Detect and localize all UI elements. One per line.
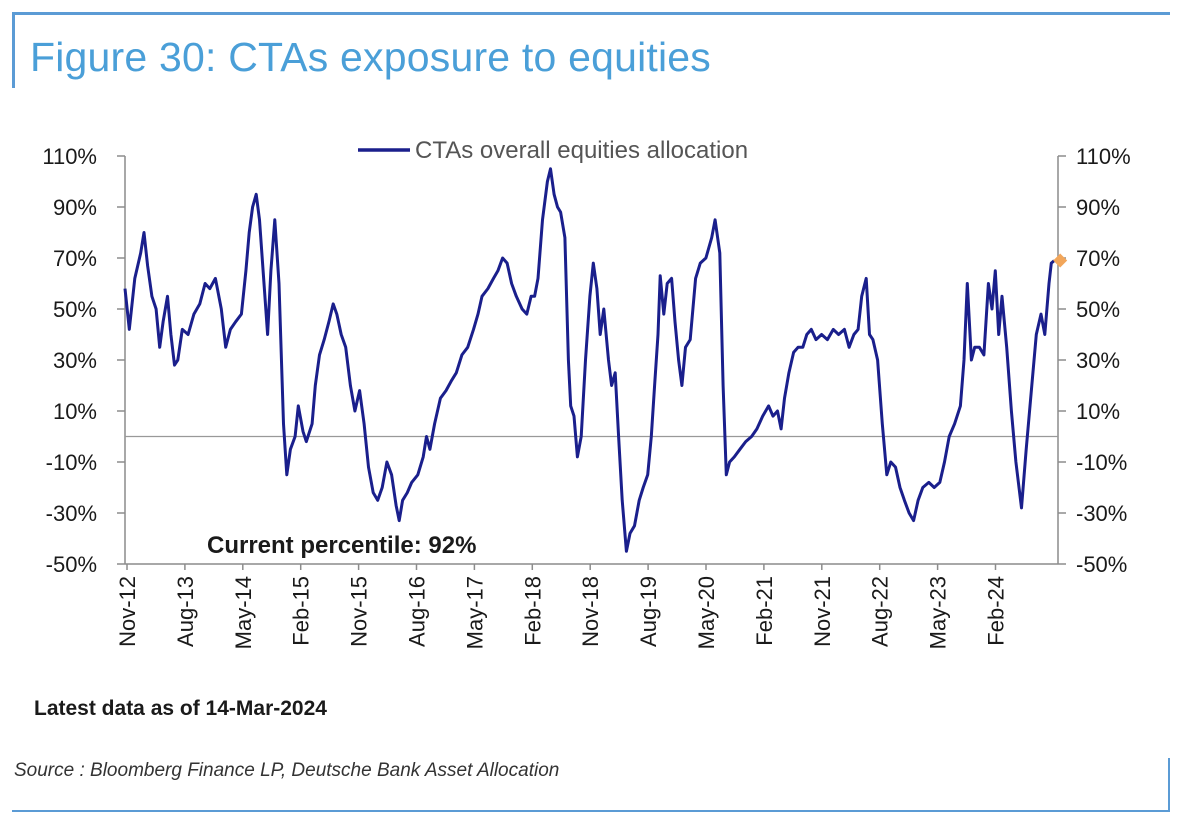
y-tick-label-right: 110% xyxy=(1076,144,1131,169)
y-tick-label-left: 110% xyxy=(42,144,97,169)
source-note: Source : Bloomberg Finance LP, Deutsche … xyxy=(14,760,560,781)
y-tick-label-right: -50% xyxy=(1076,552,1127,577)
y-tick-label-left: 70% xyxy=(53,246,97,271)
y-tick-label-right: -30% xyxy=(1076,501,1127,526)
x-tick-label: Nov-21 xyxy=(810,576,835,647)
figure-title: Figure 30: CTAs exposure to equities xyxy=(30,34,711,80)
frame-top-border xyxy=(12,12,1170,15)
y-tick-label-right: 70% xyxy=(1076,246,1120,271)
x-tick-label: Feb-15 xyxy=(289,576,314,646)
legend-label: CTAs overall equities allocation xyxy=(415,137,748,164)
y-tick-label-left: 30% xyxy=(53,348,97,373)
x-tick-label: Feb-24 xyxy=(984,576,1009,646)
frame-bottom-border xyxy=(12,810,1170,812)
x-tick-label: Aug-19 xyxy=(636,576,661,647)
frame-left-border xyxy=(12,12,15,88)
x-tick-label: Nov-18 xyxy=(578,576,603,647)
y-tick-label-right: 90% xyxy=(1076,195,1120,220)
x-tick-label: Feb-21 xyxy=(752,576,777,646)
x-tick-label: Nov-15 xyxy=(347,576,372,647)
series-line-ctas-allocation xyxy=(123,167,1056,553)
y-tick-label-right: 30% xyxy=(1076,348,1120,373)
current-percentile-annotation: Current percentile: 92% xyxy=(207,532,476,559)
y-tick-label-left: 10% xyxy=(53,399,97,424)
y-tick-label-right: 10% xyxy=(1076,399,1120,424)
y-tick-label-right: -10% xyxy=(1076,450,1127,475)
x-tick-label: Aug-22 xyxy=(868,576,893,647)
latest-point-marker xyxy=(1053,253,1068,268)
x-tick-label: May-17 xyxy=(462,576,487,649)
line-chart: 110% 90% 70% 50% 30% 10% -10% -30% -50% 110% 90% 70… xyxy=(42,137,1131,649)
x-tick-label: Feb-18 xyxy=(520,576,545,646)
x-tick-label: Nov-12 xyxy=(115,576,140,647)
frame-right-border xyxy=(1168,758,1170,812)
x-tick-label: Aug-16 xyxy=(405,576,430,647)
y-tick-label-left: -30% xyxy=(46,501,97,526)
x-tick-label: May-20 xyxy=(694,576,719,649)
y-tick-label-left: 90% xyxy=(53,195,97,220)
x-tick-label: May-14 xyxy=(231,576,256,649)
y-tick-label-right: 50% xyxy=(1076,297,1120,322)
y-tick-label-left: -50% xyxy=(46,552,97,577)
y-tick-label-left: 50% xyxy=(53,297,97,322)
x-tick-label: Aug-13 xyxy=(173,576,198,647)
y-tick-label-left: -10% xyxy=(46,450,97,475)
latest-data-note: Latest data as of 14-Mar-2024 xyxy=(34,697,327,720)
x-tick-label: May-23 xyxy=(926,576,951,649)
